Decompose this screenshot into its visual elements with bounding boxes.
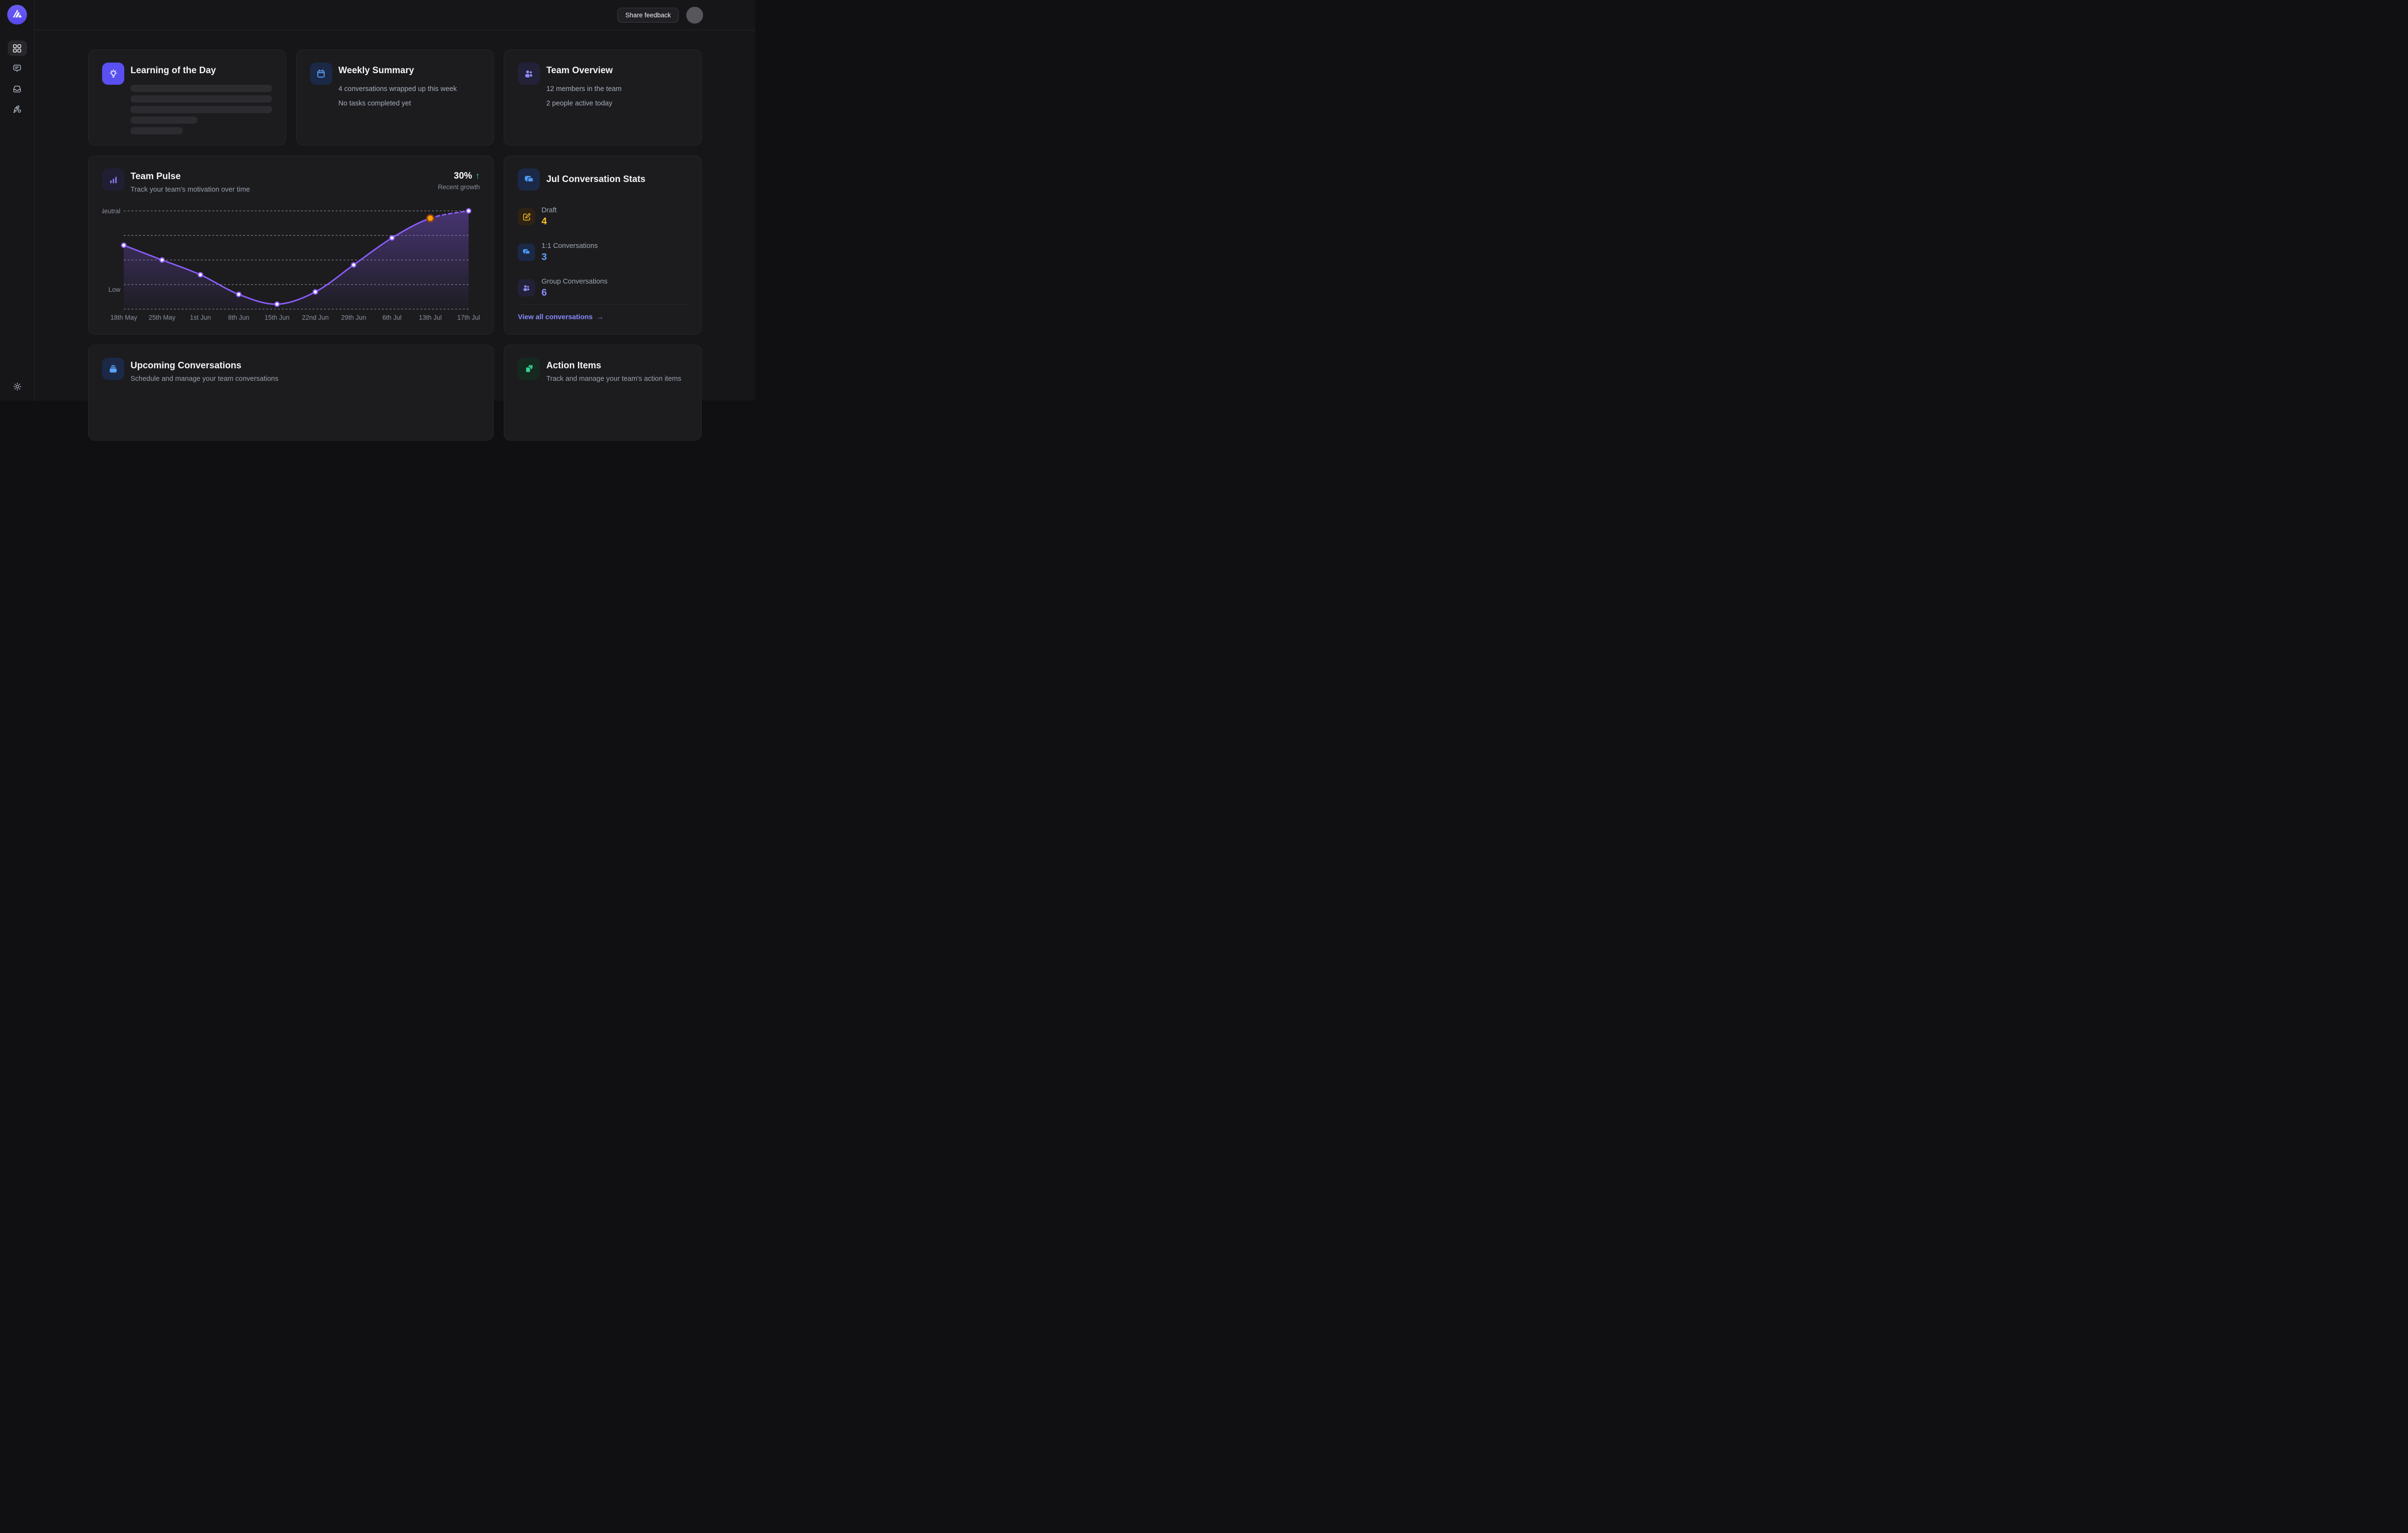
chat-bubbles-icon — [518, 244, 536, 261]
svg-text:18th May: 18th May — [110, 314, 137, 321]
weekly-summary-line: No tasks completed yet — [338, 100, 411, 107]
sidebar-item-inbox[interactable] — [8, 81, 27, 96]
card-title: Learning of the Day — [131, 65, 216, 76]
arrow-up-icon: ↑ — [475, 171, 480, 181]
arrow-right-icon: → — [596, 313, 604, 321]
skeleton-bar — [131, 117, 198, 124]
rocket-icon — [12, 104, 22, 114]
card-title: Upcoming Conversations — [131, 361, 242, 371]
tags-icon — [518, 358, 540, 380]
stacked-agenda-icon — [102, 358, 124, 380]
team-pulse-chart: Neutral Low 18th May 25th May 1st Jun 8th Jun… — [99, 203, 481, 323]
sidebar-nav — [7, 40, 27, 117]
message-bubble-icon — [12, 64, 22, 74]
growth-indicator: 30% ↑ Recent growth — [438, 169, 480, 191]
growth-label: Recent growth — [438, 183, 480, 191]
stat-row-draft: Draft 4 — [518, 207, 688, 227]
card-title: Weekly Summary — [338, 65, 414, 76]
lightbulb-icon — [102, 63, 124, 85]
card-upcoming-conversations: Upcoming Conversations Schedule and mana… — [88, 345, 494, 441]
avatar[interactable] — [686, 6, 703, 24]
logo-mountain-icon — [11, 7, 24, 22]
card-title: Team Overview — [546, 65, 613, 76]
card-learning-of-the-day: Learning of the Day — [88, 50, 286, 145]
skeleton-bar — [131, 95, 272, 103]
stat-value: 3 — [541, 252, 547, 262]
sidebar-item-growth[interactable] — [8, 101, 27, 117]
svg-text:6th Jul: 6th Jul — [382, 314, 402, 321]
stat-label: Group Conversations — [541, 278, 608, 286]
svg-text:8th Jun: 8th Jun — [228, 314, 249, 321]
skeleton-bar — [131, 106, 272, 113]
stats-footer: View all conversations → — [518, 304, 688, 322]
dashboard-grid-icon — [12, 43, 22, 53]
sidebar — [0, 0, 35, 401]
weekly-summary-line: 4 conversations wrapped up this week — [338, 85, 457, 93]
svg-text:Neutral: Neutral — [102, 208, 120, 215]
team-overview-line: 12 members in the team — [546, 85, 622, 93]
card-subtitle: Track and manage your team's action item… — [546, 375, 681, 383]
stat-label: 1:1 Conversations — [541, 242, 598, 250]
svg-text:17th Jul: 17th Jul — [457, 314, 480, 321]
calendar-icon — [310, 63, 332, 85]
svg-text:1st Jun: 1st Jun — [190, 314, 211, 321]
sun-icon — [13, 382, 22, 394]
stat-row-group: Group Conversations 6 — [518, 278, 688, 299]
view-all-conversations-link[interactable]: View all conversations → — [518, 313, 603, 321]
link-label: View all conversations — [518, 313, 593, 321]
svg-text:Low: Low — [108, 286, 120, 293]
bar-chart-icon — [102, 169, 124, 191]
stat-label: Draft — [541, 207, 557, 214]
svg-text:29th Jun: 29th Jun — [341, 314, 366, 321]
theme-toggle-button[interactable] — [13, 382, 22, 394]
team-pulse-chart-svg: Neutral Low 18th May 25th May 1st Jun 8th Jun… — [99, 208, 480, 321]
card-team-overview: Team Overview 12 members in the team 2 p… — [504, 50, 702, 145]
users-icon — [518, 63, 540, 85]
app-logo[interactable] — [7, 5, 27, 25]
stat-value: 4 — [541, 216, 547, 227]
card-subtitle: Schedule and manage your team conversati… — [131, 375, 279, 383]
stat-value: 6 — [541, 287, 547, 298]
stat-row-one-on-one: 1:1 Conversations 3 — [518, 242, 688, 263]
sidebar-item-conversations[interactable] — [8, 61, 27, 76]
topbar: Share feedback — [35, 0, 755, 30]
skeleton-bar — [131, 127, 183, 134]
card-team-pulse: Team Pulse Track your team's motivation … — [88, 156, 494, 335]
growth-value: 30% — [454, 171, 472, 181]
svg-text:22nd Jun: 22nd Jun — [302, 314, 329, 321]
chat-bubbles-icon — [518, 169, 540, 191]
edit-icon — [518, 208, 536, 225]
card-weekly-summary: Weekly Summary 4 conversations wrapped u… — [296, 50, 494, 145]
card-action-items: Action Items Track and manage your team'… — [504, 345, 702, 441]
skeleton-bar — [131, 85, 272, 92]
team-overview-line: 2 people active today — [546, 100, 613, 107]
main-content: Learning of the Day — [35, 30, 755, 441]
card-title: Jul Conversation Stats — [546, 174, 646, 184]
svg-text:25th May: 25th May — [149, 314, 176, 321]
svg-text:13th Jul: 13th Jul — [419, 314, 442, 321]
users-icon — [518, 279, 536, 297]
card-title: Team Pulse — [131, 171, 181, 182]
card-subtitle: Track your team's motivation over time — [131, 186, 250, 194]
card-title: Action Items — [546, 361, 602, 371]
inbox-icon — [12, 84, 22, 94]
sidebar-item-dashboard[interactable] — [7, 40, 27, 56]
card-conversation-stats: Jul Conversation Stats Draft 4 — [504, 156, 702, 335]
svg-text:15th Jun: 15th Jun — [264, 314, 289, 321]
share-feedback-button[interactable]: Share feedback — [617, 7, 679, 23]
